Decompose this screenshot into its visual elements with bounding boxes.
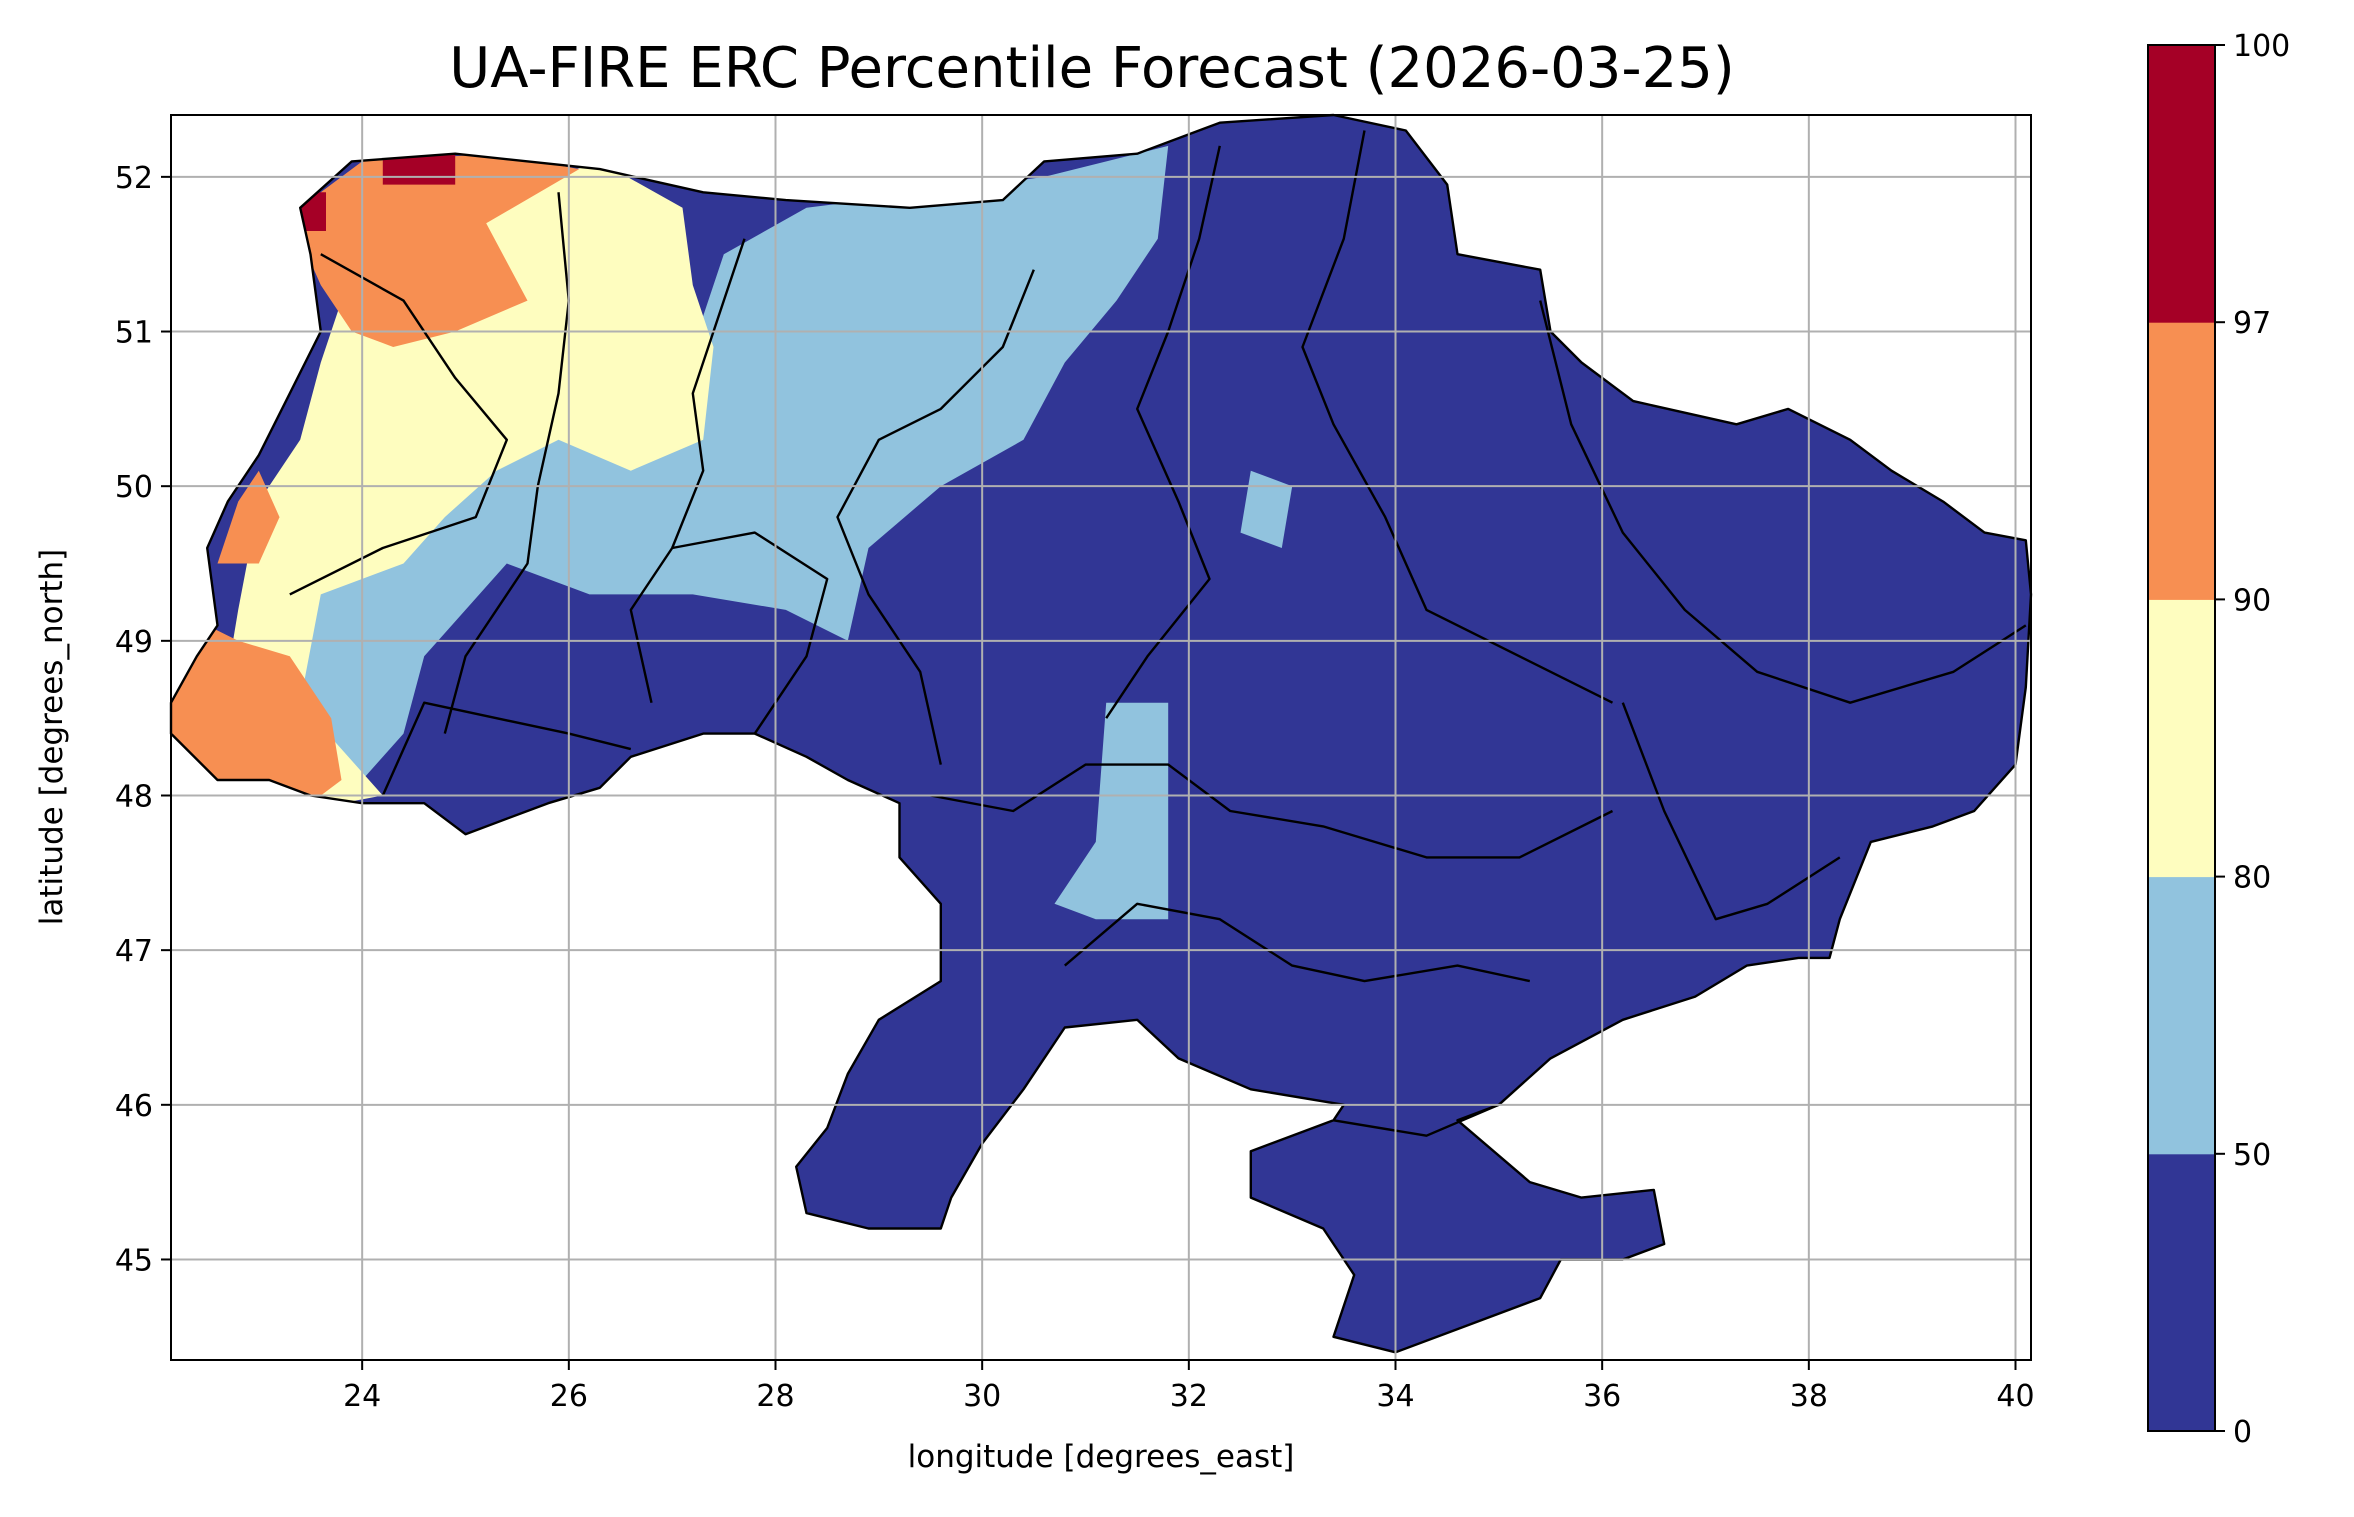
y-tick-label-46: 46 bbox=[115, 1089, 153, 1124]
colorbar-segment-2 bbox=[2148, 599, 2215, 878]
x-axis-ticks: 24 26 28 30 32 34 36 38 40 bbox=[343, 1360, 2035, 1414]
country-border bbox=[169, 113, 2033, 1354]
map-plot-area: 24 26 28 30 32 34 36 38 40 45 46 47 48 49 50 51 52 bbox=[115, 113, 2035, 1414]
colorbar-segment-4 bbox=[2148, 45, 2215, 323]
y-axis-ticks: 45 46 47 48 49 50 51 52 bbox=[115, 161, 171, 1278]
forecast-region-2 bbox=[1054, 702, 1169, 920]
y-tick-label-48: 48 bbox=[115, 779, 153, 814]
x-tick-label-30: 30 bbox=[963, 1379, 1001, 1414]
province-border-10 bbox=[671, 531, 829, 735]
x-tick-label-38: 38 bbox=[1790, 1379, 1828, 1414]
forecast-region-6 bbox=[217, 470, 280, 564]
forecast-region-5 bbox=[171, 625, 342, 811]
forecast-region-3 bbox=[1240, 470, 1293, 548]
colorbar-tick-label-50: 50 bbox=[2233, 1138, 2271, 1173]
province-border-8 bbox=[1064, 902, 1531, 983]
y-tick-label-52: 52 bbox=[115, 161, 153, 196]
colorbar-frame bbox=[2147, 44, 2216, 1432]
colorbar-tick-label-90: 90 bbox=[2233, 583, 2271, 618]
province-border-4 bbox=[1105, 145, 1221, 719]
province-border-9 bbox=[1621, 702, 1841, 921]
colorbar-tick-label-97: 97 bbox=[2233, 306, 2271, 341]
x-tick-label-34: 34 bbox=[1376, 1379, 1414, 1414]
x-tick-label-26: 26 bbox=[550, 1379, 588, 1414]
colorbar-tick-label-0: 0 bbox=[2233, 1415, 2252, 1450]
x-tick-label-32: 32 bbox=[1170, 1379, 1208, 1414]
forecast-cells bbox=[171, 115, 2031, 1353]
province-border-12 bbox=[1333, 1103, 1500, 1137]
colorbar-tick-label-80: 80 bbox=[2233, 861, 2271, 896]
colorbar-segment-0 bbox=[2148, 1153, 2215, 1432]
colorbar-segment-1 bbox=[2148, 876, 2215, 1155]
chart-title: UA-FIRE ERC Percentile Forecast (2026-03… bbox=[449, 36, 1734, 101]
y-tick-label-49: 49 bbox=[115, 625, 153, 660]
x-tick-label-28: 28 bbox=[756, 1379, 794, 1414]
x-tick-label-40: 40 bbox=[1996, 1379, 2034, 1414]
colorbar-segment-3 bbox=[2148, 322, 2215, 600]
province-border-0 bbox=[289, 253, 508, 596]
province-border-3 bbox=[836, 269, 1035, 765]
y-tick-label-50: 50 bbox=[115, 470, 153, 505]
province-border-5 bbox=[1301, 130, 1614, 704]
y-tick-label-47: 47 bbox=[115, 934, 153, 969]
plot-frame bbox=[170, 114, 2032, 1361]
x-tick-label-24: 24 bbox=[343, 1379, 381, 1414]
x-axis-label: longitude [degrees_east] bbox=[908, 1439, 1295, 1475]
colorbar-tick-label-100: 100 bbox=[2233, 29, 2290, 64]
gridlines bbox=[171, 115, 2031, 1360]
y-tick-label-45: 45 bbox=[115, 1243, 153, 1278]
y-axis-label: latitude [degrees_north] bbox=[34, 549, 70, 925]
colorbar: 0 50 80 90 97 100 bbox=[2147, 29, 2290, 1450]
forecast-region-7 bbox=[300, 153, 580, 347]
x-tick-label-36: 36 bbox=[1583, 1379, 1621, 1414]
y-tick-label-51: 51 bbox=[115, 316, 153, 351]
province-border-11 bbox=[381, 701, 632, 796]
forecast-region-1 bbox=[248, 145, 1169, 780]
